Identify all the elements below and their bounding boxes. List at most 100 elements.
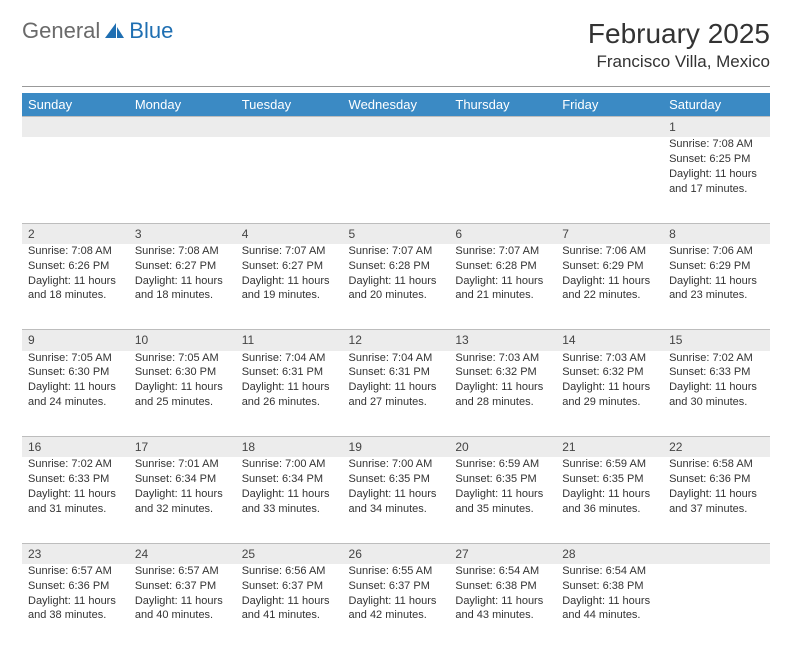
day-cell: Sunrise: 6:59 AMSunset: 6:35 PMDaylight:… — [556, 457, 663, 543]
day-day1: Daylight: 11 hours — [349, 274, 444, 289]
brand-sail-icon — [104, 21, 126, 41]
day-day1: Daylight: 11 hours — [669, 274, 764, 289]
day-cell: Sunrise: 7:03 AMSunset: 6:32 PMDaylight:… — [556, 351, 663, 437]
page-header: General Blue February 2025 Francisco Vil… — [22, 18, 770, 72]
day-number: 13 — [449, 330, 556, 351]
day-number: 28 — [556, 543, 663, 564]
day-cell: Sunrise: 7:07 AMSunset: 6:28 PMDaylight:… — [449, 244, 556, 330]
day-day2: and 21 minutes. — [455, 288, 550, 303]
day-number: 4 — [236, 223, 343, 244]
day-cell: Sunrise: 7:03 AMSunset: 6:32 PMDaylight:… — [449, 351, 556, 437]
weekday-header: Sunday — [22, 93, 129, 117]
day-number: 2 — [22, 223, 129, 244]
day-number — [663, 543, 770, 564]
day-day1: Daylight: 11 hours — [455, 274, 550, 289]
day-day1: Daylight: 11 hours — [669, 380, 764, 395]
day-sunset: Sunset: 6:28 PM — [349, 259, 444, 274]
day-number: 7 — [556, 223, 663, 244]
day-number: 16 — [22, 437, 129, 458]
day-cell: Sunrise: 7:01 AMSunset: 6:34 PMDaylight:… — [129, 457, 236, 543]
day-day1: Daylight: 11 hours — [455, 594, 550, 609]
day-cell: Sunrise: 6:54 AMSunset: 6:38 PMDaylight:… — [556, 564, 663, 650]
day-day1: Daylight: 11 hours — [28, 274, 123, 289]
day-cell: Sunrise: 6:59 AMSunset: 6:35 PMDaylight:… — [449, 457, 556, 543]
week-row: Sunrise: 7:02 AMSunset: 6:33 PMDaylight:… — [22, 457, 770, 543]
day-sunrise: Sunrise: 7:03 AM — [562, 351, 657, 366]
day-sunset: Sunset: 6:30 PM — [135, 365, 230, 380]
day-day2: and 35 minutes. — [455, 502, 550, 517]
day-day2: and 44 minutes. — [562, 608, 657, 623]
day-sunrise: Sunrise: 6:59 AM — [562, 457, 657, 472]
day-day1: Daylight: 11 hours — [669, 487, 764, 502]
brand-part1: General — [22, 18, 100, 44]
day-cell: Sunrise: 7:07 AMSunset: 6:28 PMDaylight:… — [343, 244, 450, 330]
day-day1: Daylight: 11 hours — [135, 594, 230, 609]
day-cell: Sunrise: 7:07 AMSunset: 6:27 PMDaylight:… — [236, 244, 343, 330]
day-sunset: Sunset: 6:25 PM — [669, 152, 764, 167]
day-number — [449, 117, 556, 138]
day-number: 15 — [663, 330, 770, 351]
day-sunrise: Sunrise: 7:03 AM — [455, 351, 550, 366]
day-day2: and 32 minutes. — [135, 502, 230, 517]
day-day2: and 34 minutes. — [349, 502, 444, 517]
day-sunset: Sunset: 6:36 PM — [28, 579, 123, 594]
day-day2: and 25 minutes. — [135, 395, 230, 410]
day-sunrise: Sunrise: 7:04 AM — [242, 351, 337, 366]
day-day2: and 40 minutes. — [135, 608, 230, 623]
day-number-row: 16171819202122 — [22, 437, 770, 458]
day-cell: Sunrise: 7:05 AMSunset: 6:30 PMDaylight:… — [129, 351, 236, 437]
day-number: 17 — [129, 437, 236, 458]
day-number: 9 — [22, 330, 129, 351]
day-sunset: Sunset: 6:30 PM — [28, 365, 123, 380]
day-number — [556, 117, 663, 138]
day-number: 23 — [22, 543, 129, 564]
day-sunrise: Sunrise: 7:08 AM — [28, 244, 123, 259]
day-cell: Sunrise: 7:02 AMSunset: 6:33 PMDaylight:… — [663, 351, 770, 437]
day-sunrise: Sunrise: 6:58 AM — [669, 457, 764, 472]
day-number: 12 — [343, 330, 450, 351]
day-sunset: Sunset: 6:28 PM — [455, 259, 550, 274]
day-cell — [343, 137, 450, 223]
day-cell: Sunrise: 6:54 AMSunset: 6:38 PMDaylight:… — [449, 564, 556, 650]
day-sunset: Sunset: 6:32 PM — [562, 365, 657, 380]
day-day1: Daylight: 11 hours — [242, 487, 337, 502]
day-day1: Daylight: 11 hours — [562, 594, 657, 609]
weekday-header: Thursday — [449, 93, 556, 117]
location-label: Francisco Villa, Mexico — [588, 52, 770, 72]
day-cell: Sunrise: 7:02 AMSunset: 6:33 PMDaylight:… — [22, 457, 129, 543]
day-sunrise: Sunrise: 7:07 AM — [455, 244, 550, 259]
day-day1: Daylight: 11 hours — [28, 380, 123, 395]
day-sunset: Sunset: 6:35 PM — [349, 472, 444, 487]
day-day2: and 20 minutes. — [349, 288, 444, 303]
day-sunset: Sunset: 6:31 PM — [242, 365, 337, 380]
day-cell: Sunrise: 7:06 AMSunset: 6:29 PMDaylight:… — [663, 244, 770, 330]
brand-logo: General Blue — [22, 18, 173, 44]
day-number: 25 — [236, 543, 343, 564]
day-sunrise: Sunrise: 7:07 AM — [349, 244, 444, 259]
day-day1: Daylight: 11 hours — [562, 487, 657, 502]
day-sunset: Sunset: 6:36 PM — [669, 472, 764, 487]
day-sunset: Sunset: 6:27 PM — [135, 259, 230, 274]
day-number-row: 9101112131415 — [22, 330, 770, 351]
day-sunrise: Sunrise: 7:05 AM — [28, 351, 123, 366]
day-number — [22, 117, 129, 138]
day-sunset: Sunset: 6:37 PM — [242, 579, 337, 594]
day-cell — [556, 137, 663, 223]
day-day2: and 31 minutes. — [28, 502, 123, 517]
day-day1: Daylight: 11 hours — [562, 274, 657, 289]
day-sunset: Sunset: 6:34 PM — [242, 472, 337, 487]
day-sunrise: Sunrise: 7:02 AM — [28, 457, 123, 472]
day-day1: Daylight: 11 hours — [669, 167, 764, 182]
day-sunset: Sunset: 6:31 PM — [349, 365, 444, 380]
week-row: Sunrise: 6:57 AMSunset: 6:36 PMDaylight:… — [22, 564, 770, 650]
day-cell: Sunrise: 6:55 AMSunset: 6:37 PMDaylight:… — [343, 564, 450, 650]
day-number: 20 — [449, 437, 556, 458]
weekday-header: Monday — [129, 93, 236, 117]
day-day1: Daylight: 11 hours — [349, 380, 444, 395]
day-sunset: Sunset: 6:27 PM — [242, 259, 337, 274]
day-number — [236, 117, 343, 138]
day-day2: and 28 minutes. — [455, 395, 550, 410]
calendar-table: Sunday Monday Tuesday Wednesday Thursday… — [22, 93, 770, 650]
day-cell — [663, 564, 770, 650]
day-sunset: Sunset: 6:35 PM — [455, 472, 550, 487]
